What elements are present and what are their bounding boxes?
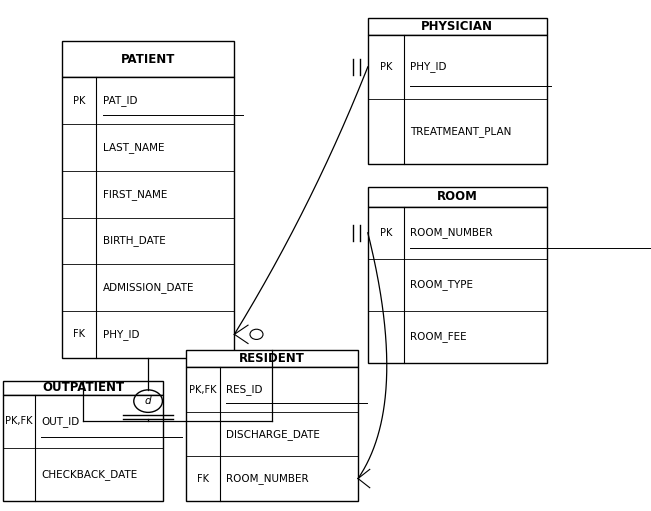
Bar: [368, 35, 547, 164]
Text: ADMISSION_DATE: ADMISSION_DATE: [103, 282, 194, 293]
Bar: [186, 367, 358, 501]
Text: FIRST_NAME: FIRST_NAME: [103, 189, 167, 200]
Text: CHECKBACK_DATE: CHECKBACK_DATE: [41, 469, 137, 480]
Text: RES_ID: RES_ID: [227, 384, 263, 395]
Text: OUT_ID: OUT_ID: [41, 415, 79, 427]
Text: ROOM_NUMBER: ROOM_NUMBER: [227, 473, 309, 484]
Text: FK: FK: [197, 474, 209, 483]
Text: DISCHARGE_DATE: DISCHARGE_DATE: [227, 429, 320, 439]
Text: ROOM_TYPE: ROOM_TYPE: [410, 280, 473, 290]
Text: PK: PK: [380, 62, 392, 72]
Bar: [368, 187, 547, 207]
Text: PHYSICIAN: PHYSICIAN: [421, 20, 493, 33]
Text: ROOM: ROOM: [437, 190, 478, 203]
Text: PHY_ID: PHY_ID: [410, 61, 447, 73]
Text: PK,FK: PK,FK: [189, 385, 217, 394]
Text: PATIENT: PATIENT: [121, 53, 175, 65]
Text: PHY_ID: PHY_ID: [103, 329, 139, 340]
Bar: [368, 207, 547, 363]
Text: BIRTH_DATE: BIRTH_DATE: [103, 236, 165, 246]
Text: RESIDENT: RESIDENT: [239, 352, 305, 365]
Text: TREATMEANT_PLAN: TREATMEANT_PLAN: [410, 126, 512, 137]
Bar: [368, 18, 547, 35]
Text: PK: PK: [380, 228, 392, 238]
Bar: [62, 77, 234, 358]
Bar: [3, 394, 163, 501]
Text: OUTPATIENT: OUTPATIENT: [42, 381, 124, 394]
Bar: [62, 41, 234, 77]
Text: ROOM_NUMBER: ROOM_NUMBER: [410, 227, 493, 238]
Text: PK,FK: PK,FK: [5, 416, 33, 426]
Text: PK: PK: [73, 96, 85, 106]
Bar: [3, 381, 163, 394]
Bar: [186, 350, 358, 367]
Text: LAST_NAME: LAST_NAME: [103, 142, 164, 153]
Text: d: d: [145, 396, 152, 406]
Text: ROOM_FEE: ROOM_FEE: [410, 331, 467, 342]
Text: FK: FK: [73, 329, 85, 339]
Text: PAT_ID: PAT_ID: [103, 95, 137, 106]
